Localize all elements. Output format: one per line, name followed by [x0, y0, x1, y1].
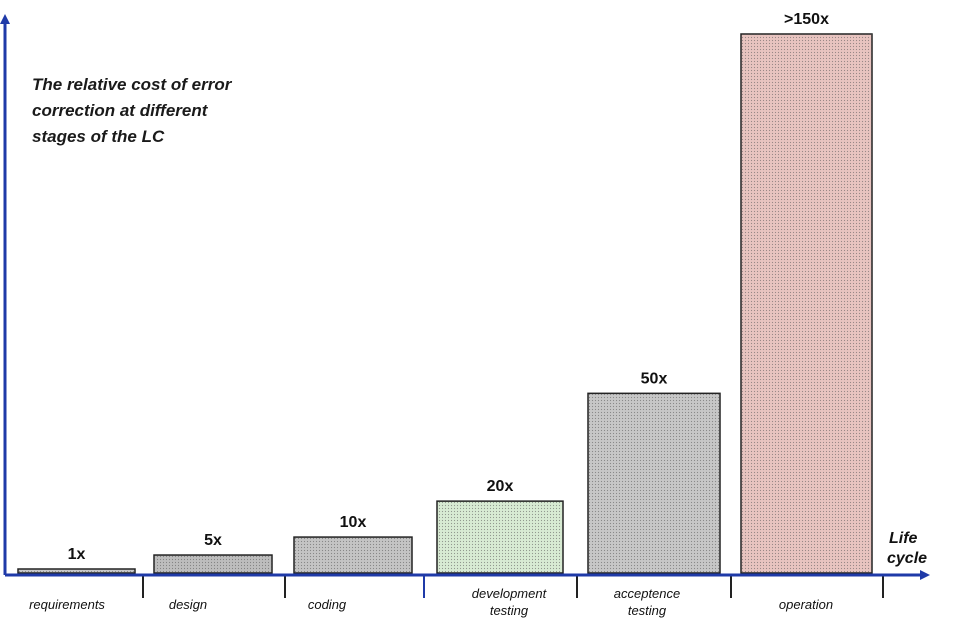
x-axis-label: Life cycle — [887, 530, 927, 567]
value-labels-group: 1x 5x 10x 20x 50x >150x — [68, 11, 829, 563]
category-label-1-0: design — [169, 597, 207, 612]
chart-title-line-1: The relative cost of error — [32, 75, 233, 94]
bar-value-label-2: 10x — [340, 514, 367, 531]
category-label-4-1: testing — [628, 603, 667, 618]
category-label-3-1: testing — [490, 603, 529, 618]
category-label-2-0: coding — [308, 597, 347, 612]
bar-texture-1 — [154, 555, 272, 573]
category-labels-group: requirements design coding development testi… — [29, 586, 833, 618]
category-label-0-0: requirements — [29, 597, 105, 612]
category-label-5-0: operation — [779, 597, 833, 612]
bar-value-label-4: 50x — [641, 370, 668, 387]
bar-value-label-1: 5x — [204, 532, 222, 549]
chart-title-line-2: correction at different — [32, 101, 209, 120]
bar-texture-2 — [294, 537, 412, 573]
bar-value-label-3: 20x — [487, 478, 514, 495]
bar-texture-0 — [18, 569, 135, 573]
x-axis-label-line-2: cycle — [887, 550, 927, 567]
chart-title: The relative cost of error correction at… — [32, 75, 233, 146]
bar-value-label-5: >150x — [784, 11, 829, 28]
category-label-3-0: development — [472, 586, 548, 601]
bar-texture-3 — [437, 501, 563, 573]
category-dividers-group — [142, 575, 884, 598]
bar-texture-4 — [588, 393, 720, 573]
x-axis-label-line-1: Life — [889, 530, 918, 547]
bars-group — [17, 33, 873, 574]
chart-title-line-3: stages of the LC — [32, 127, 165, 146]
bar-texture-5 — [741, 34, 872, 573]
category-label-4-0: acceptence — [614, 586, 681, 601]
bar-value-label-0: 1x — [68, 546, 86, 563]
